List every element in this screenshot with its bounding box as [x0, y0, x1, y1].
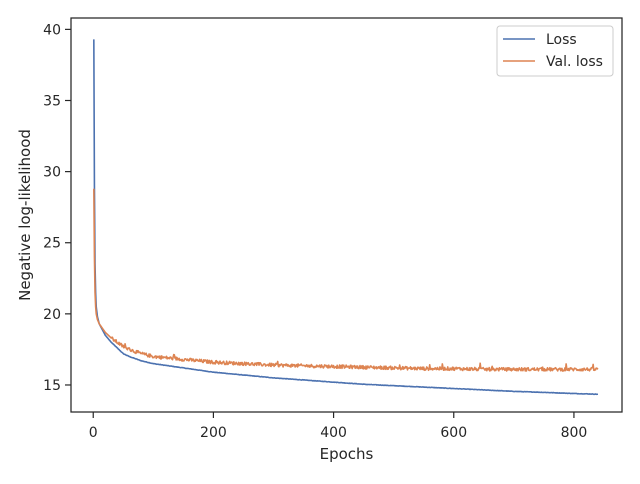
y-tick-label: 35: [43, 93, 61, 109]
y-tick-label: 20: [43, 307, 61, 323]
x-tick-label: 200: [200, 425, 227, 441]
y-axis-label: Negative log-likelihood: [16, 129, 34, 301]
x-tick-label: 400: [320, 425, 347, 441]
x-axis-ticks: 0 200 400 600 800: [89, 412, 588, 441]
series-line-val-loss: [93, 188, 599, 372]
legend-label-loss: Loss: [546, 32, 577, 48]
legend: Loss Val. loss: [496, 25, 614, 77]
y-tick-label: 30: [43, 165, 61, 181]
axes-frame: [70, 17, 623, 413]
x-tick-label: 600: [440, 425, 467, 441]
x-tick-label: 800: [561, 425, 588, 441]
series-line-loss: [93, 39, 599, 396]
y-axis-ticks: 15 20 25 30 35 40: [43, 22, 71, 394]
y-tick-label: 40: [43, 22, 61, 38]
y-tick-label: 15: [43, 378, 61, 394]
plot-lines: [93, 39, 599, 396]
legend-label-val-loss: Val. loss: [546, 54, 603, 70]
y-tick-label: 25: [43, 236, 61, 252]
x-axis-label: Epochs: [320, 445, 374, 463]
x-tick-label: 0: [89, 425, 98, 441]
